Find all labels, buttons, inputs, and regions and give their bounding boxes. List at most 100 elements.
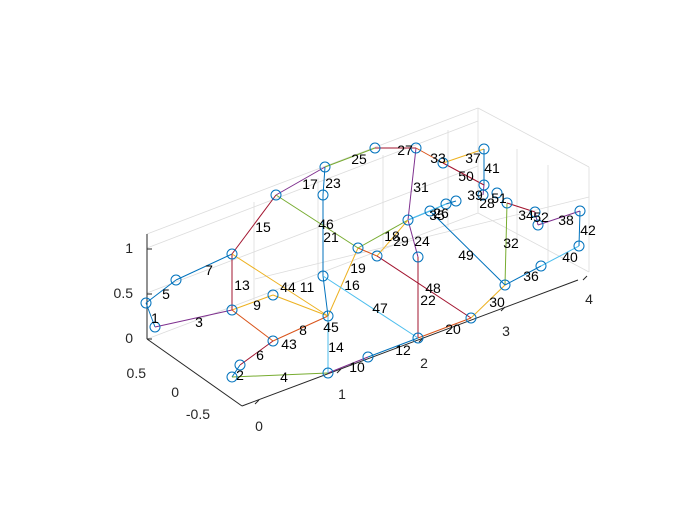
member-24	[407, 219, 419, 258]
member-label-36: 36	[523, 268, 539, 284]
member-20	[417, 317, 472, 339]
member-38	[534, 211, 539, 226]
node-marker	[402, 214, 414, 226]
grid-lines	[146, 107, 590, 340]
member-5	[145, 279, 177, 304]
member-label-28: 28	[479, 195, 495, 211]
member-label-51: 51	[491, 190, 507, 206]
node-marker	[267, 335, 279, 347]
y-tick-0.5: 0.5	[127, 365, 147, 381]
node-marker	[532, 219, 544, 231]
member-17	[275, 166, 326, 196]
member-10	[327, 356, 369, 374]
member-label-39: 39	[467, 187, 483, 203]
member-35	[407, 203, 447, 221]
node-marker	[226, 371, 238, 383]
x-tick-mark	[418, 337, 424, 343]
member-36	[504, 265, 542, 286]
z-tick-0.5: 0.5	[114, 285, 134, 301]
member-label-18: 18	[384, 228, 400, 244]
node-marker	[424, 205, 436, 217]
member-label-23: 23	[325, 175, 341, 191]
member-label-6: 6	[256, 347, 264, 363]
member-1	[145, 302, 156, 328]
member-label-37: 37	[465, 150, 481, 166]
member-15	[231, 194, 277, 255]
member-47	[322, 275, 419, 339]
member-label-31: 31	[413, 179, 429, 195]
x-axis-line	[241, 279, 579, 407]
grid-line	[146, 120, 479, 249]
node-marker	[267, 289, 279, 301]
member-7	[175, 253, 233, 281]
member-label-8: 8	[299, 322, 307, 338]
node-marker	[410, 142, 422, 154]
y-tick-neg0.5: -0.5	[186, 406, 210, 422]
member-label-10: 10	[349, 359, 365, 375]
member-label-20: 20	[445, 321, 461, 337]
member-label-17: 17	[302, 176, 318, 192]
truss-nodes	[140, 142, 586, 383]
member-12	[367, 337, 419, 358]
member-label-19: 19	[350, 260, 366, 276]
z-tick-1: 1	[125, 240, 133, 256]
member-6	[239, 340, 274, 366]
x-tick-4: 4	[585, 291, 593, 307]
node-marker	[573, 240, 585, 252]
member-label-45: 45	[323, 319, 339, 335]
node-marker	[491, 187, 503, 199]
member-label-47: 47	[372, 300, 388, 316]
node-marker	[140, 297, 152, 309]
member-label-14: 14	[328, 339, 344, 355]
member-9	[231, 294, 274, 311]
member-label-30: 30	[489, 294, 505, 310]
member-29	[376, 219, 409, 257]
member-40	[540, 245, 580, 267]
node-marker	[499, 279, 511, 291]
member-44	[231, 253, 329, 317]
member-label-35: 35	[429, 207, 445, 223]
member-46	[275, 194, 359, 249]
member-label-49: 49	[458, 247, 474, 263]
node-marker	[440, 198, 452, 210]
member-label-42: 42	[580, 222, 596, 238]
member-label-21: 21	[323, 229, 339, 245]
node-marker	[322, 367, 334, 379]
member-50	[442, 162, 485, 186]
member-label-16: 16	[344, 277, 360, 293]
x-tick-mark	[582, 275, 588, 281]
member-label-46: 46	[318, 216, 334, 232]
member-label-29: 29	[393, 233, 409, 249]
node-marker	[412, 251, 424, 263]
member-labels: 1234567891011121314151617181920212223242…	[151, 142, 596, 385]
node-marker	[270, 189, 282, 201]
member-label-7: 7	[205, 262, 213, 278]
node-marker	[437, 157, 449, 169]
grid-line	[146, 165, 479, 294]
member-label-38: 38	[558, 212, 574, 228]
member-43	[231, 309, 274, 342]
z-tick-0: 0	[125, 330, 133, 346]
member-label-1: 1	[151, 310, 159, 326]
member-32	[504, 202, 508, 286]
node-marker	[477, 189, 489, 201]
node-marker	[465, 312, 477, 324]
grid-line	[146, 212, 479, 340]
member-label-41: 41	[484, 160, 500, 176]
x-tick-0: 0	[255, 418, 263, 434]
member-label-9: 9	[253, 297, 261, 313]
member-label-12: 12	[395, 342, 411, 358]
x-tick-mark	[336, 368, 342, 374]
node-marker	[234, 359, 246, 371]
grid-line	[254, 196, 590, 280]
member-label-24: 24	[414, 233, 430, 249]
member-label-22: 22	[420, 292, 436, 308]
member-8	[272, 315, 329, 342]
member-label-15: 15	[255, 219, 271, 235]
member-label-26: 26	[433, 205, 449, 221]
node-marker	[362, 351, 374, 363]
member-48	[376, 255, 472, 319]
member-label-50: 50	[458, 168, 474, 184]
member-16	[327, 247, 359, 317]
